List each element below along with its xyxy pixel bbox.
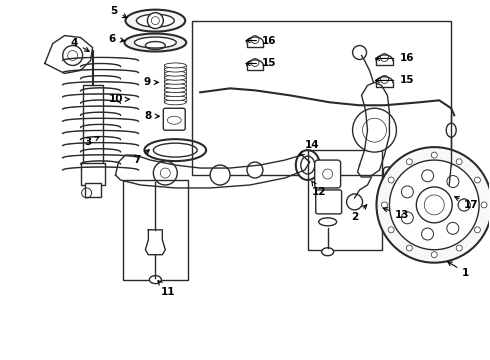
FancyBboxPatch shape <box>385 196 410 222</box>
Bar <box>192 21 451 175</box>
Circle shape <box>422 170 434 182</box>
Circle shape <box>421 228 434 240</box>
Ellipse shape <box>136 14 174 27</box>
Ellipse shape <box>134 37 176 48</box>
Circle shape <box>346 194 363 210</box>
Bar <box>83 85 102 165</box>
Ellipse shape <box>164 63 186 68</box>
Bar <box>85 183 100 197</box>
Circle shape <box>247 162 263 178</box>
Ellipse shape <box>164 92 186 96</box>
Circle shape <box>401 212 413 224</box>
Text: 10: 10 <box>108 94 129 104</box>
Text: 6: 6 <box>108 33 124 44</box>
Text: 15: 15 <box>375 75 414 85</box>
Ellipse shape <box>164 96 186 101</box>
Circle shape <box>63 45 83 66</box>
Circle shape <box>416 187 452 223</box>
Circle shape <box>388 227 394 233</box>
Circle shape <box>431 152 437 158</box>
Ellipse shape <box>149 276 161 284</box>
FancyBboxPatch shape <box>316 190 342 214</box>
Text: 16: 16 <box>246 36 276 46</box>
Ellipse shape <box>164 84 186 89</box>
Text: 7: 7 <box>133 150 149 165</box>
Circle shape <box>447 176 459 188</box>
Ellipse shape <box>124 33 186 51</box>
Text: 16: 16 <box>375 54 414 63</box>
Circle shape <box>474 177 480 183</box>
Text: 3: 3 <box>85 137 99 147</box>
Text: 12: 12 <box>312 181 326 197</box>
Circle shape <box>353 108 396 152</box>
Ellipse shape <box>164 71 186 76</box>
Circle shape <box>390 160 479 250</box>
Circle shape <box>474 227 480 233</box>
Circle shape <box>406 245 413 251</box>
Ellipse shape <box>145 139 206 161</box>
Ellipse shape <box>444 175 454 189</box>
Circle shape <box>376 147 490 263</box>
Text: 14: 14 <box>300 140 319 156</box>
Circle shape <box>431 252 437 258</box>
Circle shape <box>147 13 163 28</box>
Text: 15: 15 <box>246 58 276 68</box>
Text: 8: 8 <box>145 111 159 121</box>
Ellipse shape <box>164 100 186 105</box>
Bar <box>123 180 188 280</box>
Ellipse shape <box>125 10 185 32</box>
FancyBboxPatch shape <box>163 108 185 130</box>
Ellipse shape <box>296 150 319 180</box>
FancyBboxPatch shape <box>315 160 341 188</box>
Text: 1: 1 <box>448 262 469 278</box>
Circle shape <box>458 199 470 211</box>
Circle shape <box>388 177 394 183</box>
Text: 5: 5 <box>111 6 127 18</box>
Ellipse shape <box>164 67 186 72</box>
Circle shape <box>458 199 470 211</box>
Ellipse shape <box>153 143 197 157</box>
Circle shape <box>210 165 230 185</box>
Text: 11: 11 <box>158 281 175 297</box>
Circle shape <box>153 161 177 185</box>
Ellipse shape <box>164 79 186 84</box>
Circle shape <box>456 245 462 251</box>
Bar <box>308 150 383 250</box>
Ellipse shape <box>322 248 334 256</box>
Circle shape <box>481 202 487 208</box>
Circle shape <box>456 159 462 165</box>
Text: 4: 4 <box>71 37 89 51</box>
Text: 13: 13 <box>383 208 409 220</box>
Bar <box>81 163 104 185</box>
Circle shape <box>382 202 388 208</box>
Circle shape <box>447 222 459 234</box>
Circle shape <box>353 45 367 59</box>
Circle shape <box>401 186 414 198</box>
Ellipse shape <box>301 156 315 174</box>
Text: 17: 17 <box>455 197 479 210</box>
Ellipse shape <box>446 123 456 137</box>
Circle shape <box>406 159 413 165</box>
FancyBboxPatch shape <box>384 167 409 195</box>
Text: 2: 2 <box>352 205 367 222</box>
Ellipse shape <box>164 75 186 80</box>
Text: 9: 9 <box>144 77 158 87</box>
Ellipse shape <box>164 87 186 93</box>
